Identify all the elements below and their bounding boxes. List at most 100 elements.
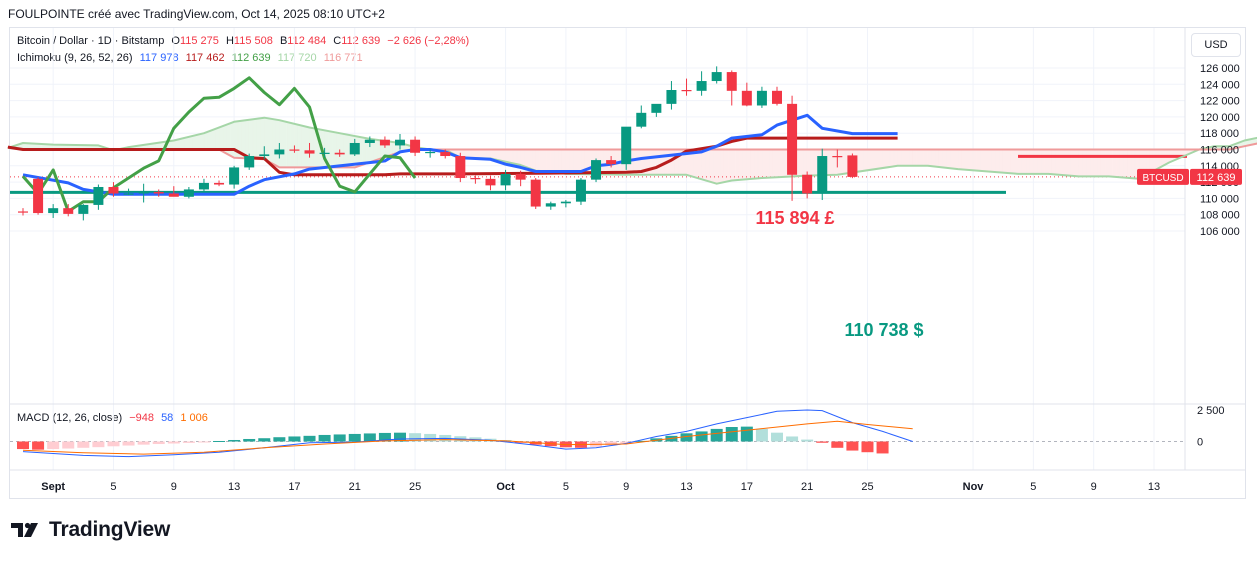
macd-value-histogram: −948 <box>129 412 154 424</box>
candle-body <box>500 173 511 186</box>
macd-histogram-bar <box>273 437 286 442</box>
candle-body <box>440 151 451 157</box>
cloud-segment <box>1116 149 1121 178</box>
time-tick-label: 25 <box>861 481 873 493</box>
macd-histogram-bar <box>122 441 135 446</box>
cloud-segment <box>1059 149 1064 176</box>
candle-body <box>787 103 798 175</box>
cloud-segment <box>697 149 702 180</box>
price-tick-label: 126 000 <box>1200 63 1240 75</box>
currency-button[interactable]: USD <box>1191 33 1241 57</box>
cloud-segment <box>652 149 657 175</box>
time-tick-label: 13 <box>680 481 692 493</box>
cloud-segment <box>512 149 518 165</box>
macd-tick-label: 2 500 <box>1197 405 1225 417</box>
cloud-segment <box>705 149 710 182</box>
cloud-segment <box>972 149 978 171</box>
cloud-segment <box>1029 149 1034 175</box>
cloud-segment <box>927 149 932 167</box>
cloud-segment <box>1040 149 1045 175</box>
price-tick-label: 124 000 <box>1200 79 1240 91</box>
cloud-segment <box>1063 149 1068 176</box>
macd-histogram-bar <box>394 432 406 442</box>
close-value: 112 639 <box>341 35 381 47</box>
cloud-segment <box>776 149 781 178</box>
cloud-segment <box>984 149 989 172</box>
macd-histogram-bar <box>17 441 29 450</box>
macd-histogram-bar <box>47 441 60 450</box>
cloud-segment <box>731 149 736 181</box>
cloud-segment <box>1052 149 1057 175</box>
cloud-segment <box>1074 149 1079 177</box>
cloud-segment <box>659 149 665 175</box>
macd-histogram-bar <box>605 441 618 446</box>
cloud-segment <box>290 122 295 168</box>
cloud-segment <box>207 130 212 150</box>
candle-body <box>244 156 255 168</box>
tradingview-logo[interactable]: TradingView <box>11 518 170 542</box>
cloud-segment <box>282 120 288 168</box>
macd-histogram-bar <box>755 428 768 442</box>
macd-histogram-bar <box>167 441 180 444</box>
macd-histogram-bar <box>695 431 708 442</box>
macd-histogram-bar <box>333 434 346 442</box>
cloud-segment <box>535 149 540 172</box>
cloud-segment <box>203 131 208 150</box>
symbol-label[interactable]: Bitcoin / Dollar · 1D · Bitstamp <box>17 35 165 47</box>
candle-body <box>530 179 541 207</box>
cloud-segment <box>550 149 555 173</box>
macd-histogram-bar <box>363 433 376 442</box>
change-value: −2 626 (−2,28%) <box>387 35 470 47</box>
annotation-115894: 115 894 £ <box>755 208 834 228</box>
cloud-segment <box>761 149 766 179</box>
tradingview-logo-text: TradingView <box>49 518 171 541</box>
cloud-segment <box>211 128 216 150</box>
cloud-segment <box>1014 149 1019 175</box>
chart-canvas[interactable]: 115 894 £ 110 738 $ 126 000 124 000 122 000… <box>0 0 1257 500</box>
cloud-segment <box>878 149 883 169</box>
cloud-segment <box>1021 149 1027 175</box>
cloud-segment <box>199 132 205 150</box>
macd-histogram-bar <box>771 432 783 442</box>
cloud-segment <box>1010 149 1015 174</box>
cloud-segment <box>712 149 717 184</box>
macd-histogram-bar <box>152 441 165 445</box>
cloud-segment <box>995 149 1000 173</box>
cloud-segment <box>509 149 514 164</box>
price-tick-label: 118 000 <box>1200 128 1239 140</box>
cloud-segment <box>957 149 962 170</box>
cloud-segment <box>1003 149 1008 174</box>
cloud-segment <box>1036 149 1042 175</box>
cloud-segment <box>339 132 344 168</box>
candle-body <box>666 90 677 104</box>
time-tick-label: 5 <box>563 481 569 493</box>
cloud-segment <box>727 149 732 182</box>
cloud-segment <box>196 133 201 150</box>
macd-histogram-bar <box>137 441 150 445</box>
macd-histogram-bar <box>77 441 90 448</box>
ichimoku-label[interactable]: Ichimoku (9, 26, 52, 26) <box>17 52 133 64</box>
time-tick-label: 17 <box>741 481 753 493</box>
macd-histogram-bar <box>318 434 331 442</box>
cloud-segment <box>757 149 763 179</box>
candle-body <box>591 160 602 180</box>
cloud-segment <box>969 149 974 171</box>
candle-body <box>575 179 586 202</box>
ichimoku-value-span-b: 116 771 <box>323 52 363 64</box>
price-axis: 126 000 124 000 122 000 120 000 118 000 116 0… <box>1137 63 1242 238</box>
ichimoku-value-chikou: 112 639 <box>231 52 271 64</box>
cloud-segment <box>923 149 928 167</box>
macd-value-macd: 58 <box>161 412 174 424</box>
price-tick-label: 122 000 <box>1200 96 1240 108</box>
macd-histogram-bar <box>786 436 799 442</box>
candle-body <box>78 204 89 214</box>
macd-histogram-bar <box>182 441 195 443</box>
cloud-segment <box>912 149 917 167</box>
macd-label[interactable]: MACD (12, 26, close) <box>17 412 123 424</box>
cloud-segment <box>1153 149 1158 172</box>
macd-histogram-bar <box>635 440 648 442</box>
time-tick-label: 5 <box>1030 481 1036 493</box>
cloud-segment <box>859 149 864 172</box>
candle-body <box>123 193 134 195</box>
macd-histogram-bar <box>740 426 753 442</box>
